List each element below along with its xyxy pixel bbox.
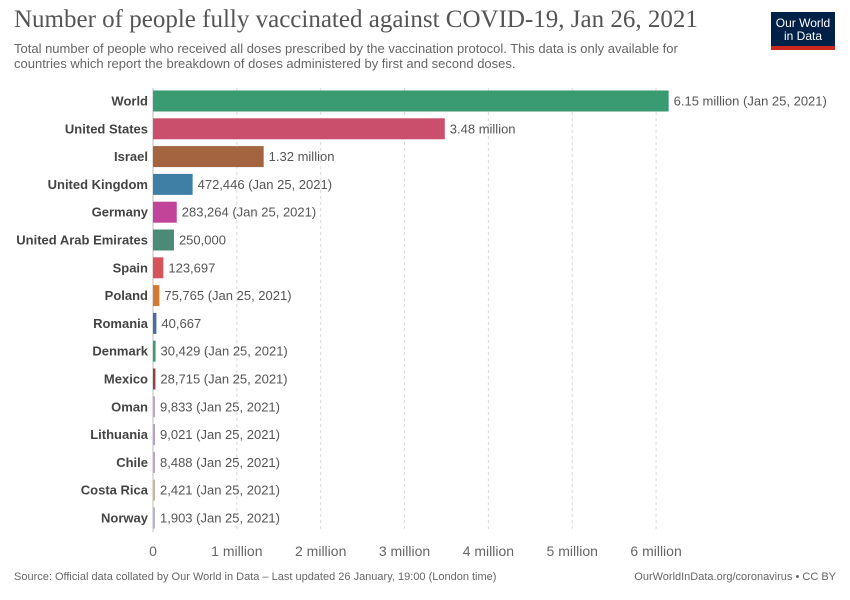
value-label: 1.32 million <box>269 149 335 164</box>
category-label: Mexico <box>104 372 148 387</box>
bar <box>153 368 156 390</box>
x-tick-label: 2 million <box>295 543 346 559</box>
bar <box>153 229 174 251</box>
x-tick-label: 3 million <box>379 543 430 559</box>
bar <box>153 201 177 223</box>
value-label: 1,903 (Jan 25, 2021) <box>160 511 280 526</box>
chart-subtitle: Total number of people who received all … <box>14 41 678 71</box>
bar <box>153 257 164 279</box>
category-label: Israel <box>114 149 148 164</box>
category-label: Norway <box>101 511 149 526</box>
value-label: 123,697 <box>168 260 215 275</box>
category-label: Oman <box>111 399 148 414</box>
value-label: 3.48 million <box>450 121 516 136</box>
category-label: Denmark <box>92 344 148 359</box>
category-label: World <box>111 94 148 109</box>
category-label: United States <box>65 121 148 136</box>
category-label: United Kingdom <box>48 177 148 192</box>
category-label: United Arab Emirates <box>16 233 148 248</box>
owid-logo[interactable]: Our World in Data <box>771 12 835 50</box>
bar <box>153 285 160 307</box>
value-label: 75,765 (Jan 25, 2021) <box>164 288 291 303</box>
value-label: 6.15 million (Jan 25, 2021) <box>674 94 827 109</box>
x-tick-label: 5 million <box>547 543 598 559</box>
credit-link[interactable]: OurWorldInData.org/coronavirus • CC BY <box>634 571 836 583</box>
category-label: Poland <box>105 288 148 303</box>
bar <box>153 507 155 529</box>
logo-line-2: in Data <box>783 29 823 43</box>
value-label: 9,021 (Jan 25, 2021) <box>160 427 280 442</box>
value-label: 30,429 (Jan 25, 2021) <box>161 344 288 359</box>
bar <box>153 146 264 168</box>
category-label: Chile <box>116 455 148 470</box>
value-label: 9,833 (Jan 25, 2021) <box>160 399 280 414</box>
category-label: Germany <box>92 205 149 220</box>
chart-title: Number of people fully vaccinated agains… <box>14 6 698 33</box>
value-label: 2,421 (Jan 25, 2021) <box>160 483 280 498</box>
value-label: 250,000 <box>179 233 226 248</box>
source-note: Source: Official data collated by Our Wo… <box>14 571 497 583</box>
value-label: 283,264 (Jan 25, 2021) <box>182 205 316 220</box>
bar <box>153 312 157 334</box>
x-tick-label: 6 million <box>630 543 681 559</box>
bar <box>153 340 156 362</box>
category-label: Costa Rica <box>81 483 149 498</box>
value-label: 472,446 (Jan 25, 2021) <box>198 177 332 192</box>
bar <box>153 479 155 501</box>
value-label: 8,488 (Jan 25, 2021) <box>160 455 280 470</box>
value-label: 28,715 (Jan 25, 2021) <box>160 372 287 387</box>
category-label: Spain <box>113 260 148 275</box>
x-tick-label: 4 million <box>463 543 514 559</box>
x-tick-label: 1 million <box>211 543 262 559</box>
x-tick-label: 0 <box>149 543 157 559</box>
logo-line-1: Our World <box>775 16 831 30</box>
category-label: Lithuania <box>90 427 149 442</box>
bar <box>153 396 155 418</box>
bar <box>153 173 193 195</box>
bar <box>153 118 445 140</box>
category-label: Romania <box>93 316 149 331</box>
bar <box>153 451 155 473</box>
bar <box>153 90 669 112</box>
bar <box>153 424 155 446</box>
value-label: 40,667 <box>161 316 201 331</box>
